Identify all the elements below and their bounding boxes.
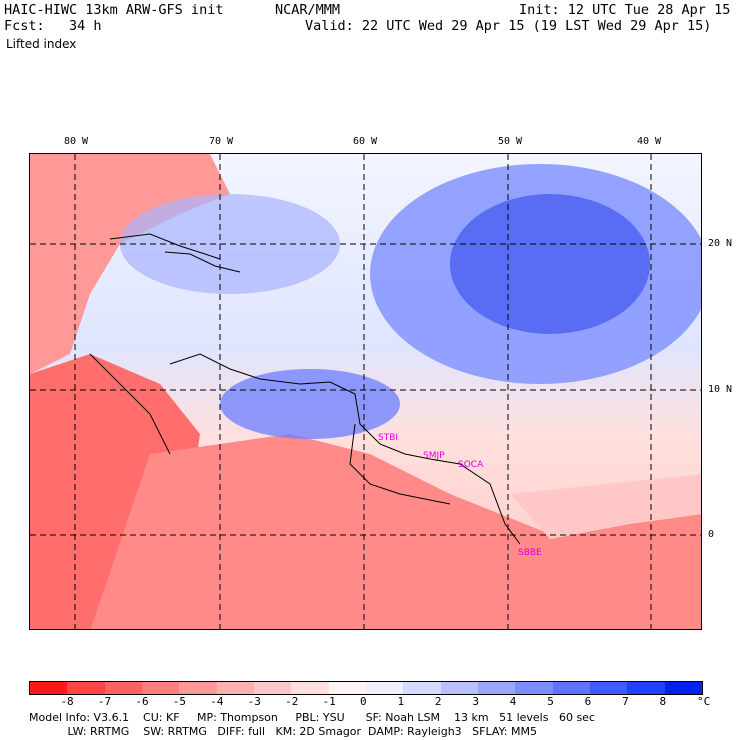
colorbar-segment <box>328 682 366 694</box>
colorbar-segment <box>627 682 665 694</box>
valid-time: Valid: 22 UTC Wed 29 Apr 15 (19 LST Wed … <box>305 18 712 34</box>
colorbar-tick-label: 5 <box>547 695 554 708</box>
colorbar-tick-label: -2 <box>285 695 299 708</box>
colorbar-segment <box>291 682 329 694</box>
colorbar-tick-label: 3 <box>472 695 479 708</box>
field-name: Lifted index <box>6 37 77 51</box>
forecast-hour: Fcst: 34 h <box>4 18 102 34</box>
colorbar-tick-label: 1 <box>397 695 405 708</box>
colorbar-tick-label: 2 <box>434 695 442 708</box>
colorbar-unit: °C <box>697 695 711 708</box>
colorbar-tick-label: -5 <box>172 695 187 708</box>
lon-label-40w: 40 W <box>637 136 662 147</box>
lon-label-60w: 60 W <box>353 136 378 147</box>
lon-label-80w: 80 W <box>64 136 89 147</box>
colorbar-segment <box>216 682 254 694</box>
colorbar-tick-label: 4 <box>509 695 517 708</box>
colorbar-segment <box>403 682 441 694</box>
east-pink-band <box>510 474 701 539</box>
colorbar-tick-label: -3 <box>247 695 261 708</box>
colorbar-tick-label: -8 <box>60 695 74 708</box>
lon-label-70w: 70 W <box>209 136 234 147</box>
lat-label-20n: 20 N <box>708 238 733 249</box>
stable-band-south <box>220 369 400 439</box>
model-info-line2: LW: RRTMG SW: RRTMG DIFF: full KM: 2D Sm… <box>29 725 537 738</box>
colorbar-tick-label: -7 <box>97 695 112 708</box>
colorbar-segment <box>477 682 516 694</box>
colorbar-tick-label: 7 <box>622 695 629 708</box>
colorbar-segment <box>179 682 217 694</box>
colorbar-tick-label: 6 <box>584 695 592 708</box>
colorbar-segment <box>440 682 478 694</box>
station-label: SBBE <box>518 548 542 558</box>
colorbar-tick-label: 8 <box>659 695 667 708</box>
colorbar-segment <box>664 682 702 694</box>
map-canvas <box>30 154 701 629</box>
model-title: HAIC-HIWC 13km ARW-GFS init <box>4 2 224 18</box>
stable-swirl-core <box>450 194 650 334</box>
colorbar-segment <box>104 682 142 694</box>
model-info-line1: Model Info: V3.6.1 CU: KF MP: Thompson P… <box>29 711 596 724</box>
colorbar-tick-label: -6 <box>135 695 149 708</box>
init-time: Init: 12 UTC Tue 28 Apr 15 <box>519 2 731 18</box>
colorbar-segment <box>30 682 68 694</box>
org-label: NCAR/MMM <box>275 2 341 18</box>
lifted-index-map <box>29 153 702 630</box>
colorbar-segment <box>589 682 628 694</box>
station-label: SOCA <box>458 460 484 470</box>
colorbar-tick-label: -4 <box>210 695 224 708</box>
colorbar-segment <box>365 682 404 694</box>
colorbar-segment <box>67 682 105 694</box>
colorbar-tick-label: -1 <box>322 695 336 708</box>
lat-label-0: 0 <box>708 529 715 540</box>
coastlines <box>89 233 521 545</box>
colorbar-segment <box>253 682 292 694</box>
lon-label-50w: 50 W <box>498 136 523 147</box>
graticule <box>30 154 701 629</box>
south-unstable-region <box>90 434 701 629</box>
lat-label-10n: 10 N <box>708 384 733 395</box>
colorbar-segment <box>515 682 553 694</box>
colorbar <box>29 681 703 695</box>
station-label: STBI <box>378 433 399 443</box>
colorbar-tick-label: 0 <box>360 695 367 708</box>
station-label: SMJP <box>423 451 445 461</box>
colorbar-segment <box>141 682 180 694</box>
colorbar-segment <box>552 682 590 694</box>
